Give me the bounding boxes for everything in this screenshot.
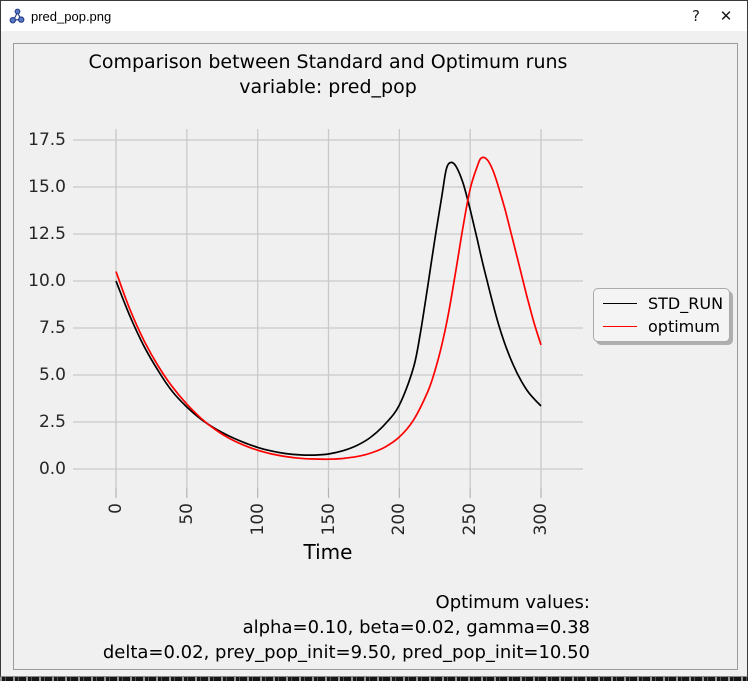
figure-frame: Comparison between Standard and Optimum …: [13, 43, 738, 670]
x-tick-label: 150: [318, 503, 339, 536]
optimum-curve: [115, 156, 542, 461]
x-axis-label: Time: [303, 540, 353, 564]
window-titlebar[interactable]: pred_pop.png ? ✕: [1, 1, 747, 31]
close-button[interactable]: ✕: [719, 7, 733, 25]
x-tick-label: 200: [389, 503, 410, 536]
plot-area: [73, 129, 583, 498]
x-tick-label: 0: [106, 503, 126, 514]
optimum-line-swatch: [603, 326, 637, 328]
chart-title-line2: variable: pred_pop: [239, 76, 417, 98]
y-tick-label: 12.5: [28, 224, 66, 244]
help-button[interactable]: ?: [692, 7, 700, 25]
y-tick-label: 5.0: [38, 365, 66, 385]
y-tick-label: 7.5: [38, 318, 66, 338]
annotation-line1: Optimum values:: [435, 592, 590, 613]
clipped-background-strip: [0, 677, 748, 681]
figure-canvas: Comparison between Standard and Optimum …: [14, 44, 737, 669]
y-tick-label: 17.5: [28, 130, 66, 150]
x-tick-label: 300: [531, 503, 551, 536]
legend-label-optimum: optimum: [648, 317, 720, 337]
legend-label-std-run: STD_RUN: [648, 293, 724, 313]
chart-title-line1: Comparison between Standard and Optimum …: [88, 51, 568, 73]
optimum-values-annotation: Optimum values: alpha=0.10, beta=0.02, g…: [14, 590, 590, 665]
legend-item-optimum: optimum: [603, 317, 723, 338]
y-tick-label: 10.0: [28, 271, 66, 291]
annotation-line2: alpha=0.10, beta=0.02, gamma=0.38: [242, 617, 590, 638]
std-run-line-swatch: [603, 302, 637, 304]
y-tick-label: 0.0: [38, 459, 66, 479]
annotation-line3: delta=0.02, prey_pop_init=9.50, pred_pop…: [102, 642, 590, 663]
window-title: pred_pop.png: [31, 8, 112, 24]
legend-box[interactable]: STD_RUN optimum: [593, 288, 730, 342]
chart-title: Comparison between Standard and Optimum …: [73, 50, 583, 100]
x-tick-label: 100: [247, 503, 268, 536]
app-molecule-icon: [9, 8, 25, 24]
legend-item-std-run: STD_RUN: [603, 293, 723, 314]
x-tick-label: 250: [460, 503, 481, 536]
y-tick-label: 15.0: [28, 177, 66, 197]
y-tick-label: 2.5: [38, 412, 66, 432]
x-tick-label: 50: [176, 503, 197, 525]
